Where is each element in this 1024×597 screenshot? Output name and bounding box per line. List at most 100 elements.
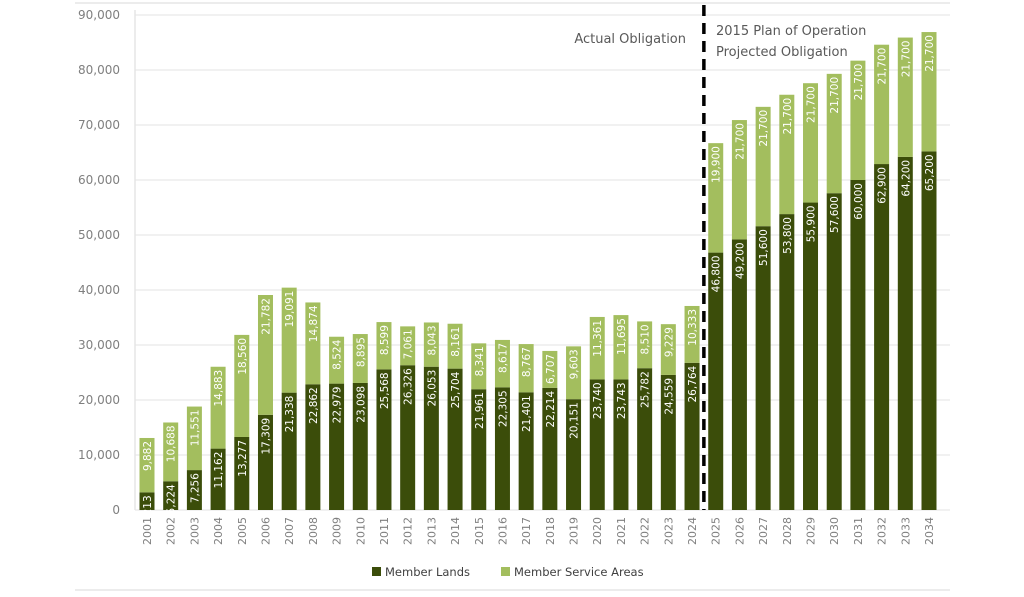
- bar-member-lands-2026: [731, 239, 747, 510]
- data-label: 7,061: [403, 329, 415, 359]
- bar-member-lands-2012: [400, 365, 416, 510]
- data-label: 25,704: [450, 371, 462, 408]
- bar-member-service-areas-2003: [186, 406, 202, 471]
- data-label: 8,341: [474, 346, 486, 376]
- bar-member-service-areas-2023: [660, 324, 676, 375]
- data-label: 21,700: [853, 64, 865, 101]
- bar-member-lands-2017: [518, 392, 534, 510]
- x-tick-label: 2017: [520, 517, 533, 545]
- y-tick-label: 90,000: [78, 8, 120, 22]
- bar-member-service-areas-2025: [708, 143, 724, 253]
- bar-member-service-areas-2018: [542, 350, 558, 388]
- data-label: 26,764: [687, 365, 699, 402]
- data-label: 21,700: [734, 123, 746, 160]
- x-tick-label: 2003: [188, 517, 201, 545]
- bar-member-lands-2028: [779, 214, 795, 510]
- x-tick-label: 2019: [568, 517, 581, 545]
- data-label: 62,900: [877, 167, 889, 204]
- data-label: 49,200: [734, 242, 746, 279]
- x-tick-label: 2025: [710, 517, 723, 545]
- bar-member-service-areas-2019: [566, 346, 582, 400]
- x-tick-label: 2018: [544, 517, 557, 545]
- y-tick-label: 0: [112, 503, 120, 517]
- y-tick-label: 10,000: [78, 448, 120, 462]
- bar-member-service-areas-2005: [234, 334, 250, 437]
- bar-member-service-areas-2026: [731, 120, 747, 240]
- data-label: 53,800: [782, 217, 794, 254]
- data-label: 8,599: [379, 325, 391, 355]
- data-label: 11,695: [616, 318, 628, 355]
- x-tick-label: 2030: [828, 517, 841, 545]
- y-tick-label: 40,000: [78, 283, 120, 297]
- bar-member-service-areas-2034: [921, 32, 937, 152]
- x-tick-label: 2006: [259, 517, 272, 545]
- bar-member-lands-2022: [637, 368, 653, 510]
- data-label: 64,200: [900, 160, 912, 197]
- data-label: 22,305: [497, 390, 509, 427]
- data-label: 18,560: [237, 338, 249, 375]
- data-label: 21,700: [829, 77, 841, 114]
- bar-member-lands-2018: [542, 387, 558, 510]
- x-tick-label: 2032: [876, 517, 889, 545]
- data-label: 21,700: [782, 98, 794, 135]
- bar-member-lands-2019: [566, 399, 582, 510]
- bar-member-service-areas-2007: [281, 287, 297, 393]
- bar-member-lands-2025: [708, 252, 724, 510]
- x-tick-label: 2028: [781, 517, 794, 545]
- data-label: 21,700: [758, 110, 770, 147]
- data-label: 8,510: [640, 324, 652, 354]
- bar-member-service-areas-2011: [376, 322, 392, 370]
- bar-member-service-areas-2021: [613, 315, 629, 380]
- data-label: 11,361: [592, 320, 604, 357]
- x-tick-label: 2024: [686, 517, 699, 545]
- bar-member-service-areas-2017: [518, 344, 534, 393]
- y-tick-label: 20,000: [78, 393, 120, 407]
- data-label: 26,053: [426, 370, 438, 407]
- bar-member-service-areas-2032: [874, 44, 890, 165]
- data-label: 21,961: [474, 392, 486, 429]
- legend-swatch-member-service-areas: [501, 567, 510, 576]
- data-label: 8,767: [521, 347, 533, 377]
- x-tick-label: 2014: [449, 517, 462, 545]
- data-label: 11,162: [213, 452, 225, 489]
- bar-member-lands-2021: [613, 379, 629, 510]
- data-label: 8,161: [450, 327, 462, 357]
- bar-member-lands-2004: [210, 448, 226, 510]
- bar-member-service-areas-2024: [684, 305, 700, 363]
- bar-member-service-areas-2004: [210, 366, 226, 449]
- data-label: 9,603: [569, 349, 581, 379]
- bar-member-lands-2030: [826, 193, 842, 510]
- bar-member-service-areas-2002: [163, 422, 179, 482]
- x-tick-label: 2009: [331, 517, 344, 545]
- data-label: 23,098: [355, 386, 367, 423]
- bar-member-lands-2003: [186, 470, 202, 510]
- data-label: 10,688: [166, 425, 178, 462]
- bar-member-lands-2009: [329, 383, 345, 510]
- data-label: 51,600: [758, 229, 770, 266]
- data-label: 23,740: [592, 382, 604, 419]
- annotation-actual: Actual Obligation: [574, 32, 686, 47]
- data-label: 21,700: [924, 35, 936, 72]
- data-label: 11,551: [189, 410, 201, 447]
- bar-member-service-areas-2008: [305, 302, 321, 385]
- data-label: 3,213: [142, 495, 154, 525]
- data-label: 8,043: [426, 325, 438, 355]
- x-tick-label: 2020: [591, 517, 604, 545]
- data-label: 8,895: [355, 337, 367, 367]
- data-label: 9,882: [142, 441, 154, 471]
- data-label: 57,600: [829, 196, 841, 233]
- data-label: 23,743: [616, 382, 628, 419]
- bar-member-service-areas-2030: [826, 73, 842, 194]
- bar-member-lands-2010: [352, 382, 368, 510]
- bar-member-service-areas-2020: [589, 316, 605, 380]
- data-label: 14,874: [308, 305, 320, 342]
- bar-member-service-areas-2012: [400, 326, 416, 366]
- y-tick-label: 80,000: [78, 63, 120, 77]
- bar-member-service-areas-2028: [779, 94, 795, 215]
- data-label: 19,900: [711, 146, 723, 183]
- data-label: 19,091: [284, 291, 296, 328]
- data-label: 8,524: [332, 339, 344, 369]
- x-tick-label: 2029: [805, 517, 818, 545]
- legend-label-member-lands: Member Lands: [385, 565, 470, 579]
